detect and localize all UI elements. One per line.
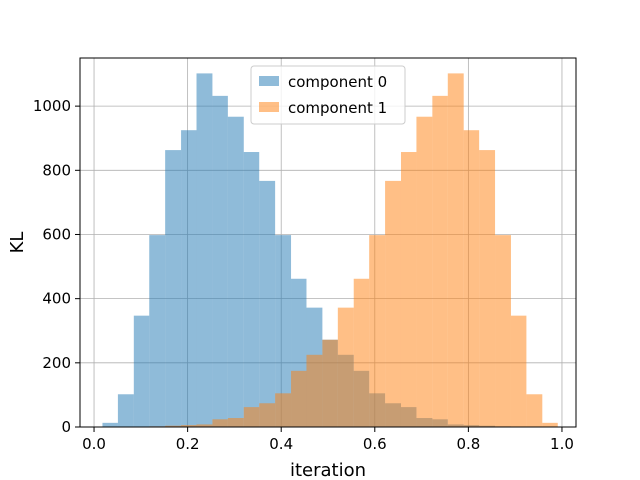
histogram-bar <box>181 425 197 427</box>
histogram-bar <box>196 73 213 428</box>
histogram-bar <box>369 235 386 427</box>
plot-frame <box>79 57 577 428</box>
legend-swatch-1 <box>259 102 279 112</box>
series-1-bars <box>133 73 558 428</box>
legend-box <box>250 65 406 125</box>
histogram-bar <box>102 422 118 427</box>
histogram-bars <box>102 73 558 428</box>
histogram-bar <box>196 424 213 427</box>
histogram-bar <box>291 370 307 427</box>
histogram-bar <box>353 278 370 427</box>
x-tick-label: 0.8 <box>456 435 480 453</box>
histogram-bar <box>447 73 464 428</box>
histogram-bar <box>275 393 292 427</box>
histogram-bar <box>227 418 244 427</box>
histogram-bar <box>181 130 197 427</box>
y-tick-label: 200 <box>42 354 71 372</box>
legend-label-1: component 1 <box>288 99 387 117</box>
histogram-bar <box>510 315 527 427</box>
histogram-bar <box>243 152 260 428</box>
legend-swatch-0 <box>259 76 279 86</box>
histogram-bar <box>259 180 276 427</box>
histogram-bar <box>165 150 182 427</box>
histogram-bar <box>322 339 338 427</box>
histogram-bar <box>495 235 511 427</box>
y-tick-label: 0 <box>61 418 71 436</box>
x-tick-label: 1.0 <box>550 435 574 453</box>
y-tick-label: 400 <box>42 290 71 308</box>
histogram-bar <box>117 394 134 427</box>
y-axis-label: KL <box>7 232 28 254</box>
histogram-bar <box>416 116 433 428</box>
histogram-bar <box>432 95 448 427</box>
x-tick-label: 0.6 <box>363 435 387 453</box>
histogram-bar <box>149 235 166 427</box>
x-axis-label: iteration <box>290 460 366 480</box>
histogram-bar <box>212 419 228 427</box>
histogram-bar <box>479 150 496 427</box>
histogram-bar <box>212 95 228 427</box>
y-tick-label: 600 <box>42 225 71 243</box>
histogram-bar <box>306 354 323 427</box>
legend: component 0 component 1 <box>250 65 406 125</box>
histogram-bar <box>259 403 276 427</box>
histogram-bar <box>243 407 260 427</box>
histogram-bar <box>165 425 182 427</box>
x-tick-label: 0.0 <box>82 435 106 453</box>
histogram-bar <box>542 422 558 427</box>
legend-label-0: component 0 <box>288 73 387 91</box>
histogram-bar <box>400 152 417 428</box>
histogram-bar <box>463 130 480 427</box>
axis-ticks: 0.0 0.2 0.4 0.6 0.8 1.0 0 200 400 600 800 1000 <box>33 97 574 453</box>
y-tick-label: 1000 <box>33 97 71 115</box>
x-tick-label: 0.4 <box>269 435 293 453</box>
histogram-bar <box>227 116 244 428</box>
y-tick-label: 800 <box>42 161 71 179</box>
histogram-bar <box>385 180 401 427</box>
histogram-bar <box>337 307 354 427</box>
x-tick-label: 0.2 <box>176 435 200 453</box>
histogram-bar <box>275 235 292 427</box>
histogram-bar <box>133 315 150 427</box>
histogram-bar <box>526 394 543 427</box>
